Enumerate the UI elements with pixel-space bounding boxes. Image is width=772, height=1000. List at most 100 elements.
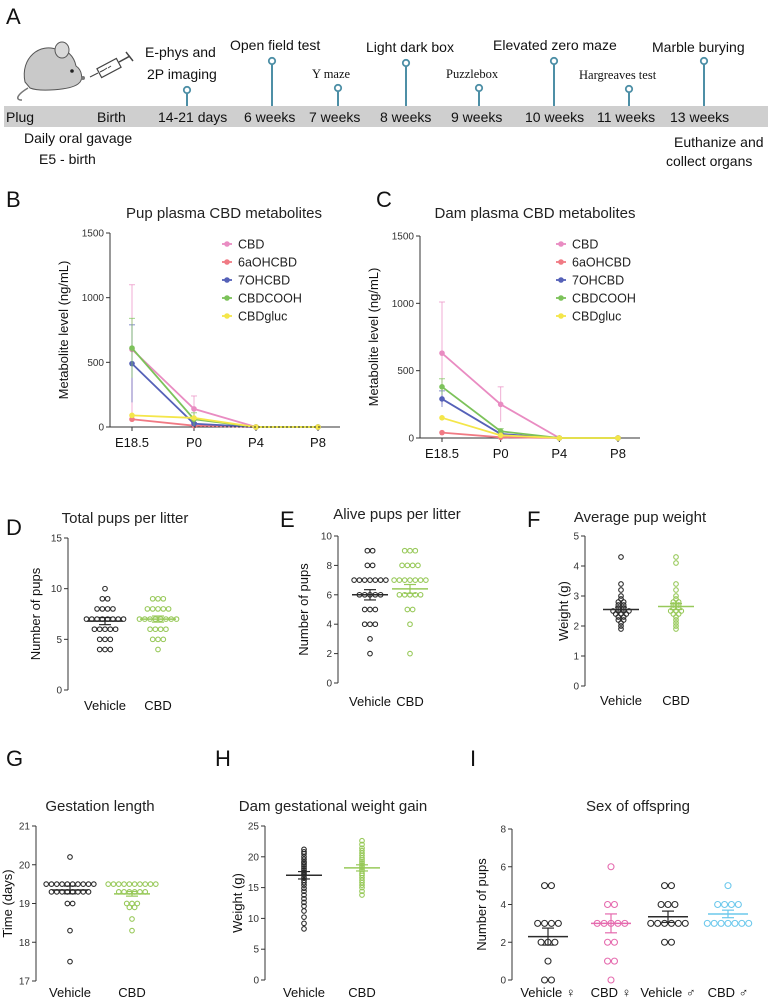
data-point-G-1 (123, 900, 130, 907)
data-point-G-0 (85, 881, 92, 887)
pin-y-maze (333, 83, 343, 106)
data-point-I-1 (603, 900, 612, 909)
data-point-I-2 (657, 900, 665, 909)
y-tick-label-F: 0 (573, 682, 579, 693)
data-point-E-1 (404, 562, 411, 569)
y-tick-label-F: 5 (573, 532, 579, 543)
data-point-D-0 (107, 646, 114, 653)
y-tick-label-I: 8 (500, 825, 506, 836)
y-tick-label-I: 0 (500, 976, 506, 987)
series-line-C-7OHCBD (441, 398, 618, 439)
panel-letter-e: E (280, 507, 295, 532)
timeline-label-11-weeks: 11 weeks (597, 109, 655, 125)
x-tick-label-H: CBD (348, 985, 375, 1000)
data-point-I-2 (654, 919, 662, 927)
y-tick-label-B: 1000 (82, 293, 105, 304)
panel-letter-i: I (470, 746, 476, 771)
legend-label-B-CBDgluc: CBDgluc (238, 310, 287, 324)
x-tick-label-F: CBD (662, 693, 689, 708)
data-point-D-1 (160, 636, 167, 643)
data-point-D-1 (152, 626, 159, 633)
data-point-G-0 (59, 881, 65, 887)
x-tick-label-B: P8 (310, 435, 326, 450)
data-point-C-CBDgluc (615, 435, 621, 441)
data-point-E-1 (407, 621, 413, 628)
test-label-ephys-2: 2P imaging (147, 66, 217, 82)
data-point-G-1 (115, 881, 122, 887)
data-point-I-3 (745, 919, 753, 927)
data-point-I-1 (610, 938, 619, 946)
x-tick-label-C: E18.5 (425, 446, 459, 461)
data-point-I-3 (710, 919, 718, 927)
test-label-ezm: Elevated zero maze (493, 37, 617, 53)
data-point-G-0 (53, 881, 60, 887)
data-point-G-1 (147, 881, 154, 887)
data-point-G-0 (75, 881, 81, 887)
panel-letter-d: D (6, 515, 22, 540)
y-axis-title-F: Weight (g) (556, 581, 571, 641)
data-point-D-1 (149, 636, 156, 643)
legend-label-B-6aOHCBD: 6aOHCBD (238, 256, 297, 270)
data-point-H-0 (301, 895, 307, 902)
chart-title-D: Total pups per litter (62, 510, 189, 527)
data-point-G-0 (67, 958, 73, 965)
data-point-F-1 (673, 623, 679, 629)
chart-i-sex-of-offspring: Sex of offspring 0 2 4 6 8 Number of pups Vehic… (474, 798, 753, 1000)
y-tick-label-C: 1000 (392, 299, 415, 310)
data-point-C-CBDCOOH (439, 384, 445, 390)
x-tick-label-D: Vehicle (84, 698, 126, 713)
data-point-E-0 (364, 547, 371, 554)
data-point-D-0 (102, 636, 108, 643)
data-point-E-1 (407, 650, 413, 657)
data-point-E-1 (396, 577, 403, 583)
data-point-E-1 (401, 591, 408, 598)
data-point-D-0 (96, 636, 103, 643)
y-tick-label-G: 19 (19, 899, 31, 910)
data-point-H-0 (301, 885, 307, 892)
data-point-I-3 (720, 900, 729, 909)
x-tick-label-C: P4 (551, 446, 567, 461)
x-tick-label-D: CBD (144, 698, 171, 713)
x-tick-label-I: CBD ♀ (591, 985, 632, 1000)
data-point-I-1 (603, 938, 612, 946)
data-point-I-0 (544, 957, 552, 965)
data-point-C-6aOHCBD (439, 429, 445, 436)
data-point-D-1 (163, 626, 169, 633)
legend-swatch-dot-B-CBDgluc (224, 313, 230, 319)
data-point-F-0 (618, 593, 624, 599)
pin-marble (699, 56, 709, 106)
pin-puzzlebox (474, 83, 484, 106)
x-tick-label-H: Vehicle (283, 985, 325, 1000)
data-point-G-0 (67, 854, 73, 860)
data-point-G-1 (129, 916, 135, 922)
data-point-B-CBDgluc (253, 424, 259, 430)
euthanize-line-2: collect organs (666, 153, 752, 169)
test-label-puzzlebox: Puzzlebox (446, 67, 499, 81)
data-point-F-1 (675, 611, 682, 617)
y-tick-label-D: 15 (51, 534, 63, 545)
data-point-H-0 (301, 892, 307, 898)
data-point-E-0 (369, 547, 376, 554)
data-point-C-CBDgluc (497, 432, 504, 439)
data-point-E-0 (356, 577, 363, 583)
data-point-D-0 (96, 626, 103, 633)
data-point-H-0 (301, 861, 307, 868)
data-point-F-1 (673, 560, 679, 566)
panel-letter-f: F (527, 507, 540, 532)
pin-hargreaves (624, 84, 634, 106)
data-point-I-2 (674, 919, 682, 927)
y-tick-label-G: 18 (19, 938, 31, 949)
legend-swatch-dot-B-6aOHCBD (224, 259, 230, 265)
y-tick-label-F: 3 (573, 592, 579, 603)
chart-title-C: Dam plasma CBD metabolites (435, 205, 636, 222)
legend-swatch-dot-C-CBDCOOH (558, 295, 564, 301)
data-point-F-0 (620, 614, 627, 620)
data-point-I-2 (660, 938, 669, 946)
data-point-H-0 (301, 865, 307, 872)
chart-title-G: Gestation length (45, 798, 154, 815)
test-label-light-dark: Light dark box (366, 39, 454, 55)
data-point-E-1 (407, 577, 413, 583)
data-point-I-1 (610, 957, 619, 965)
data-point-C-CBDgluc (556, 435, 563, 441)
data-point-D-0 (91, 626, 98, 633)
